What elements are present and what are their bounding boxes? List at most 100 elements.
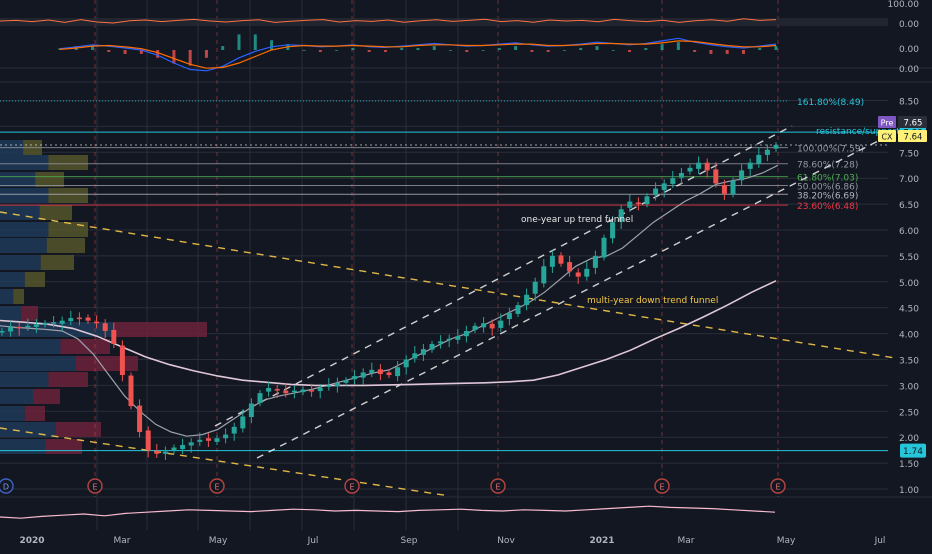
time-tick-label: Sep xyxy=(401,536,418,546)
fib-level-label: 61.80%(7.03) xyxy=(797,174,858,184)
candle-body xyxy=(498,320,504,328)
candle-body xyxy=(283,390,289,394)
candle-body xyxy=(764,149,770,155)
candle-body xyxy=(644,196,650,205)
price-badge-text: 1.74 xyxy=(903,447,923,457)
candle-body xyxy=(214,438,220,442)
candle-body xyxy=(8,327,14,332)
candle-body xyxy=(575,272,581,277)
price-tick-label: 6.00 xyxy=(899,227,919,237)
candle-body xyxy=(343,380,349,383)
candle-body xyxy=(171,447,177,451)
macd-histogram-bar xyxy=(432,46,436,50)
candle-body xyxy=(532,281,538,294)
candle-body xyxy=(730,180,736,195)
pre-price-label: 7.65 xyxy=(904,119,923,129)
candle-body xyxy=(42,323,48,325)
macd-histogram-bar xyxy=(546,50,550,52)
annotation-up-funnel: one-year up trend funnel xyxy=(521,215,633,225)
price-tick-label: 5.00 xyxy=(899,279,919,289)
grid xyxy=(0,0,932,530)
macd-histogram-bar xyxy=(123,50,127,54)
macd-histogram-bar xyxy=(497,48,501,50)
macd-histogram-bar xyxy=(774,46,778,50)
macd-histogram-bar xyxy=(644,48,648,50)
macd-histogram-bar xyxy=(709,50,713,54)
macd-histogram-bar xyxy=(758,48,762,50)
volume-profile-bar xyxy=(75,356,138,371)
time-axis[interactable]: 2020 Mar May Jul Sep Nov 2021 Mar May Jul xyxy=(19,536,885,546)
candle-body xyxy=(610,222,616,239)
price-tick-label: 5.50 xyxy=(899,253,919,263)
candle-body xyxy=(257,393,263,404)
fib-level-label: 78.60%(7.28) xyxy=(797,161,858,171)
candle-body xyxy=(128,375,134,407)
rsi-tick-label: 100.00 xyxy=(888,0,920,10)
candle-body xyxy=(360,372,366,378)
time-tick-label: Nov xyxy=(497,536,515,546)
macd-histogram-bar xyxy=(204,50,208,58)
time-tick-label: Jul xyxy=(307,536,319,546)
volume-profile-bar xyxy=(24,406,45,421)
macd-histogram-bar xyxy=(465,50,469,52)
macd-histogram-bar xyxy=(221,46,225,50)
macd-histogram-bar xyxy=(562,50,566,51)
candle-body xyxy=(541,266,547,284)
candle-body xyxy=(489,323,495,329)
volume-profile-bar xyxy=(13,289,24,304)
price-tick-label: 4.50 xyxy=(899,305,919,315)
macd-histogram-bar xyxy=(579,48,583,50)
event-markers-lines xyxy=(94,0,779,497)
candle-body xyxy=(515,305,521,314)
macd-histogram-bar xyxy=(676,42,680,50)
macd-histogram-bar xyxy=(383,50,387,52)
volume-profile-bar xyxy=(0,406,25,421)
candle-body xyxy=(592,255,598,268)
volume-profile-bar xyxy=(0,356,76,371)
macd-histogram-bar xyxy=(741,50,745,54)
price-badge-bg xyxy=(900,443,926,458)
candle-body xyxy=(377,369,383,375)
rsi-panel xyxy=(0,18,888,26)
candle-body xyxy=(395,367,401,377)
trendline xyxy=(214,125,793,427)
candle-body xyxy=(369,369,375,373)
candle-body xyxy=(472,325,478,330)
candle-body xyxy=(102,323,108,332)
volume-profile-bar xyxy=(35,172,64,187)
fibonacci-retracement[interactable]: 161.80%(8.49) 100.00%(7.59) 78.60%(7.28) 61… xyxy=(0,98,864,212)
annotations: one-year up trend funnel multi-year down … xyxy=(521,127,900,306)
fib-level-label: 38.20%(6.69) xyxy=(797,191,858,201)
macd-histogram-bar xyxy=(481,50,485,51)
price-tick-label: 2.50 xyxy=(899,408,919,418)
macd-histogram-bar xyxy=(660,44,664,50)
candle-body xyxy=(231,426,237,434)
candle-body xyxy=(412,353,418,359)
trendline xyxy=(0,211,896,359)
volume-profile-bar xyxy=(0,306,21,321)
price-tick-label: 1.50 xyxy=(899,460,919,470)
macd-histogram-bar xyxy=(139,50,143,54)
candle-body xyxy=(51,322,57,324)
macd-histogram-bar xyxy=(302,50,306,51)
earnings-marker-label: E xyxy=(92,483,97,492)
time-tick-label: Mar xyxy=(114,536,131,546)
candle-body xyxy=(352,376,358,380)
candle-body xyxy=(16,326,22,329)
macd-histogram-bar xyxy=(172,50,176,64)
candle-body xyxy=(627,201,633,208)
volume-profile-bar xyxy=(55,422,101,437)
candle-body xyxy=(180,444,186,450)
last-price-label: 7.64 xyxy=(904,133,923,143)
macd-histogram-bar xyxy=(693,50,697,52)
trendlines[interactable] xyxy=(0,125,896,497)
candle-body xyxy=(704,162,710,171)
earnings-marker-label: E xyxy=(349,483,354,492)
candle-body xyxy=(446,338,452,341)
candle-body xyxy=(653,188,659,196)
candle-body xyxy=(481,323,487,328)
